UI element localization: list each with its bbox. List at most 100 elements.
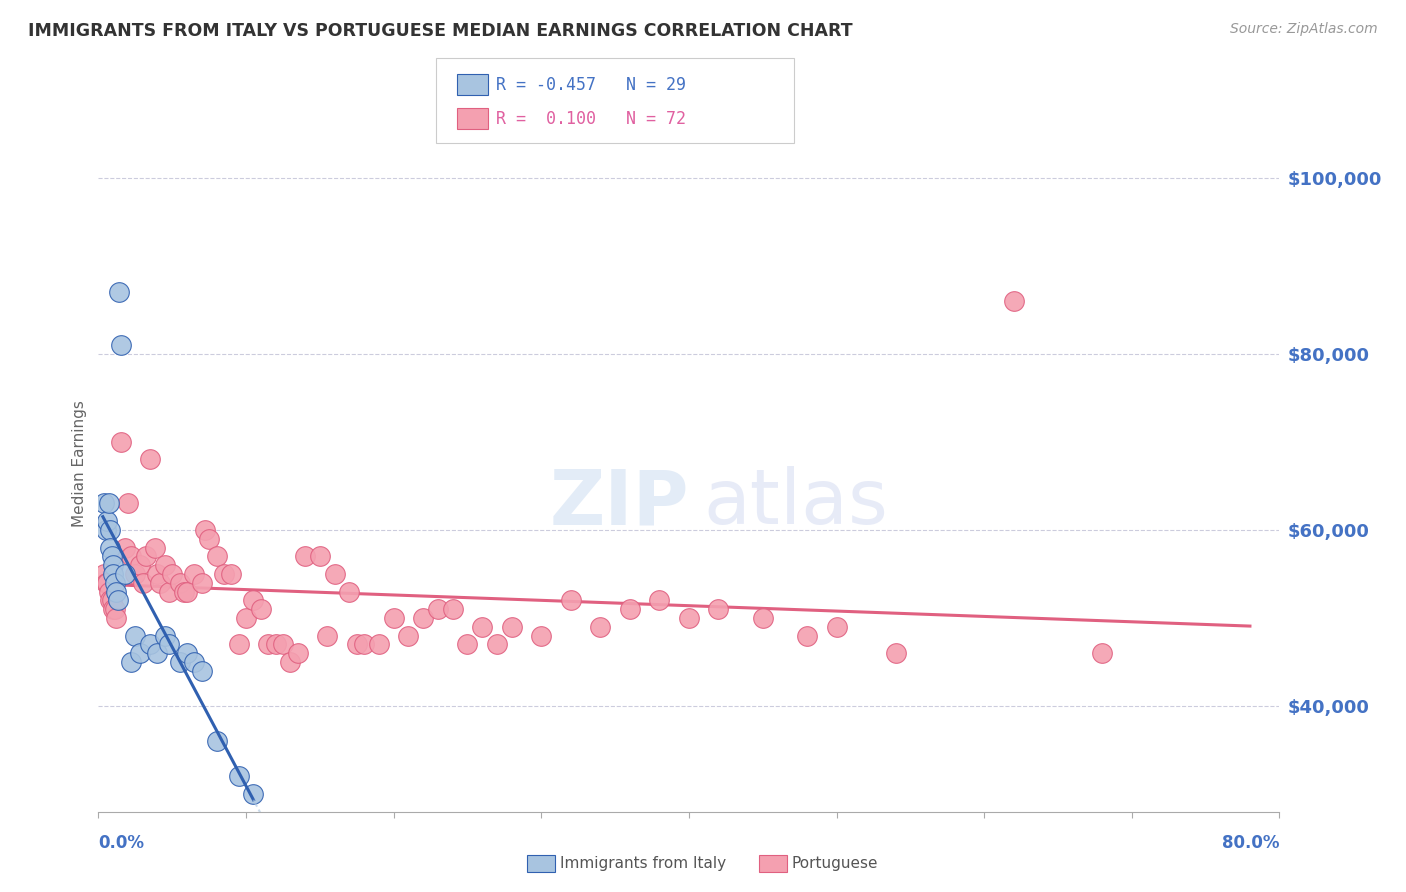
Point — [242, 593, 264, 607]
Point — [1002, 293, 1025, 308]
Point — [98, 523, 121, 537]
Point — [368, 637, 391, 651]
Point — [153, 558, 176, 573]
Point — [157, 584, 180, 599]
Point — [110, 434, 132, 449]
Point — [884, 646, 907, 660]
Point — [309, 549, 332, 564]
Point — [183, 655, 205, 669]
Text: Immigrants from Italy: Immigrants from Italy — [560, 856, 725, 871]
Text: ZIP: ZIP — [550, 467, 689, 541]
Point — [228, 770, 250, 784]
Point — [619, 602, 641, 616]
Point — [105, 584, 128, 599]
Point — [132, 575, 155, 590]
Point — [316, 629, 339, 643]
Point — [169, 575, 191, 590]
Point — [250, 602, 273, 616]
Point — [146, 566, 169, 581]
Point — [205, 734, 228, 748]
Point — [287, 646, 309, 660]
Point — [103, 566, 125, 581]
Text: 80.0%: 80.0% — [1222, 834, 1279, 852]
Point — [98, 541, 121, 555]
Point — [339, 584, 360, 599]
Point — [146, 646, 169, 660]
Point — [124, 566, 146, 581]
Point — [191, 575, 214, 590]
Point — [98, 593, 121, 607]
Point — [97, 584, 120, 599]
Point — [97, 496, 120, 510]
Point — [94, 575, 117, 590]
Point — [139, 452, 162, 467]
Point — [96, 514, 118, 528]
Point — [825, 620, 848, 634]
Point — [176, 584, 198, 599]
Point — [560, 593, 582, 607]
Point — [271, 637, 294, 651]
Point — [173, 584, 195, 599]
Point — [205, 549, 228, 564]
Point — [139, 637, 162, 651]
Point — [103, 602, 125, 616]
Point — [456, 637, 478, 651]
Point — [648, 593, 671, 607]
Point — [589, 620, 612, 634]
Point — [162, 566, 183, 581]
Point — [93, 496, 115, 510]
Point — [93, 566, 115, 581]
Point — [198, 532, 221, 546]
Point — [143, 541, 166, 555]
Point — [103, 558, 125, 573]
Point — [191, 664, 214, 678]
Text: R =  0.100   N = 72: R = 0.100 N = 72 — [496, 110, 686, 128]
Point — [427, 602, 450, 616]
Point — [1091, 646, 1114, 660]
Point — [235, 611, 257, 625]
Point — [157, 637, 180, 651]
Point — [110, 338, 132, 352]
Text: atlas: atlas — [704, 467, 889, 541]
Point — [678, 611, 700, 625]
Point — [707, 602, 730, 616]
Point — [382, 611, 405, 625]
Point — [114, 566, 136, 581]
Y-axis label: Median Earnings: Median Earnings — [72, 401, 87, 527]
Point — [278, 655, 302, 669]
Point — [100, 593, 122, 607]
Point — [396, 629, 419, 643]
Point — [501, 620, 523, 634]
Point — [169, 655, 191, 669]
Point — [796, 629, 818, 643]
Point — [104, 575, 127, 590]
Point — [257, 637, 280, 651]
Point — [294, 549, 316, 564]
Text: Portuguese: Portuguese — [792, 856, 879, 871]
Point — [135, 549, 157, 564]
Point — [96, 575, 118, 590]
Point — [114, 541, 136, 555]
Point — [530, 629, 553, 643]
Text: 0.0%: 0.0% — [98, 834, 145, 852]
Point — [153, 629, 176, 643]
Point — [94, 523, 117, 537]
Point — [264, 637, 287, 651]
Point — [120, 549, 142, 564]
Point — [108, 285, 131, 299]
Point — [105, 611, 128, 625]
Text: IMMIGRANTS FROM ITALY VS PORTUGUESE MEDIAN EARNINGS CORRELATION CHART: IMMIGRANTS FROM ITALY VS PORTUGUESE MEDI… — [28, 22, 853, 40]
Point — [212, 566, 235, 581]
Point — [128, 558, 150, 573]
Point — [149, 575, 172, 590]
Point — [242, 787, 264, 801]
Point — [751, 611, 773, 625]
Point — [124, 629, 146, 643]
Point — [194, 523, 217, 537]
Point — [412, 611, 434, 625]
Point — [104, 602, 127, 616]
Point — [441, 602, 464, 616]
Point — [117, 496, 139, 510]
Point — [323, 566, 346, 581]
Point — [107, 593, 129, 607]
